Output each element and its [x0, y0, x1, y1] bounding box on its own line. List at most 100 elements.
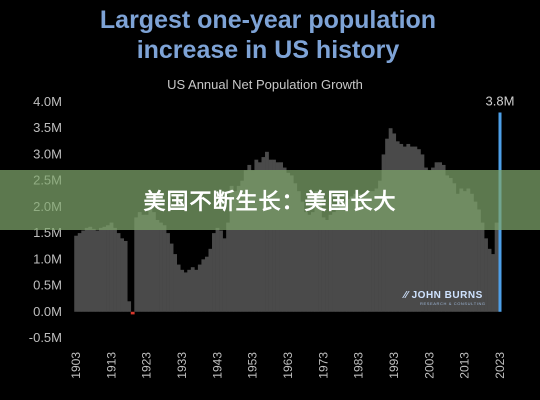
bar-1933	[180, 269, 185, 312]
bar-1970	[310, 212, 315, 312]
bar-1963	[286, 172, 291, 312]
x-axis: 1903 1913 1923 1933 1943 1953 1963 1973 1983 1993…	[69, 352, 507, 379]
x-tick-label: 1993	[387, 352, 401, 379]
bar-2005	[434, 162, 439, 312]
y-tick-label: 1.0M	[33, 251, 62, 266]
bar-1953	[250, 170, 255, 312]
bar-1948	[233, 191, 238, 312]
bar-1980	[346, 199, 351, 312]
chart-title-line-1: Largest one-year population	[100, 6, 436, 34]
bar-1959	[272, 159, 276, 312]
bar-1971	[314, 191, 319, 312]
bar-1923	[144, 214, 149, 312]
bar-2016	[473, 201, 478, 312]
x-tick-label: 1983	[352, 352, 366, 379]
bar-2021	[491, 254, 495, 312]
bar-1956	[261, 157, 266, 312]
bar-1904	[77, 233, 82, 312]
bar-2013	[462, 191, 467, 312]
bar-1958	[268, 159, 273, 312]
bar-1951	[243, 170, 248, 312]
bar-1944	[219, 230, 223, 312]
bar-1975	[328, 214, 333, 312]
bar-2022	[494, 222, 499, 312]
bar-2012	[459, 188, 464, 312]
x-tick-label: 1973	[316, 352, 330, 379]
bar-1936	[190, 267, 195, 312]
y-tick-label: 4.0M	[33, 94, 62, 109]
bar-2015	[469, 193, 474, 312]
overlay-banner: 美国不断生长：美国长大	[0, 170, 540, 230]
bar-1929	[166, 233, 170, 312]
y-axis: 4.0M3.5M3.0M2.5M2.0M1.5M1.0M0.5M0.0M-0.5…	[29, 94, 62, 345]
bar-1915	[116, 233, 121, 312]
bar-1934	[183, 272, 188, 312]
bar-1952	[247, 164, 252, 312]
bar-1977	[335, 209, 340, 312]
bar-1962	[282, 167, 287, 312]
bar-1988	[374, 188, 379, 312]
bar-1937	[194, 269, 199, 312]
bar-1985	[363, 193, 368, 312]
bar-1954	[254, 159, 259, 312]
bar-1935	[187, 269, 192, 312]
bar-2010	[452, 183, 457, 312]
bar-1973	[321, 217, 326, 312]
x-tick-label: 1953	[246, 352, 260, 379]
bar-1921	[137, 212, 142, 312]
bar-1932	[176, 264, 181, 312]
bar-1989	[378, 180, 382, 312]
y-tick-label: 0.0M	[33, 304, 62, 319]
bar-1942	[212, 233, 216, 312]
bar-1990	[381, 154, 386, 312]
x-tick-label: 1933	[175, 352, 189, 379]
bar-1920	[134, 217, 139, 312]
logo-subtext: RESEARCH & CONSULTING	[420, 301, 486, 306]
bar-1924	[148, 206, 153, 312]
bar-1940	[204, 256, 209, 312]
bar-2003	[427, 170, 432, 312]
bar-1966	[296, 191, 301, 312]
logo-text: JOHN BURNS	[411, 290, 483, 301]
bar-1927	[159, 222, 163, 312]
bar-2001	[420, 154, 425, 312]
bar-1965	[293, 183, 298, 312]
x-tick-label: 1963	[281, 352, 295, 379]
bar-1987	[371, 191, 375, 312]
logo-mark-icon: ⁄⁄	[404, 290, 412, 301]
bar-1967	[300, 201, 305, 312]
bar-1912	[106, 225, 110, 312]
bar-1943	[215, 227, 220, 312]
bar-1969	[307, 214, 312, 312]
bar-2008	[445, 175, 450, 312]
bar-2007	[441, 164, 446, 312]
bar-1906	[84, 227, 89, 312]
x-tick-label: 2023	[493, 352, 507, 379]
bar-1930	[169, 243, 174, 312]
bar-1947	[229, 185, 234, 312]
y-tick-label: -0.5M	[29, 330, 62, 345]
bar-1964	[289, 175, 294, 312]
bar-2011	[455, 193, 460, 312]
bar-1986	[367, 191, 372, 312]
y-tick-label: 0.5M	[33, 278, 62, 293]
bar-1949	[236, 185, 241, 312]
bar-1909	[95, 230, 100, 312]
y-tick-label: 3.0M	[33, 146, 62, 161]
x-tick-label: 1943	[210, 352, 224, 379]
highlight-label: 3.8M	[486, 94, 515, 109]
bar-1939	[201, 259, 206, 312]
john-burns-logo: ⁄⁄ JOHN BURNS RESEARCH & CONSULTING	[404, 290, 486, 306]
bar-1938	[197, 264, 202, 312]
bar-2000	[416, 149, 421, 312]
x-tick-label: 1913	[104, 352, 118, 379]
bar-2020	[487, 248, 492, 312]
bar-1968	[303, 212, 308, 312]
bar-1979	[342, 201, 347, 312]
bar-2017	[477, 209, 481, 312]
chart-subtitle: US Annual Net Population Growth	[167, 77, 363, 92]
chart-title-line-2: increase in US history	[137, 36, 400, 64]
bar-1984	[360, 196, 365, 312]
bar-1961	[279, 162, 283, 312]
bar-1945	[222, 238, 227, 312]
